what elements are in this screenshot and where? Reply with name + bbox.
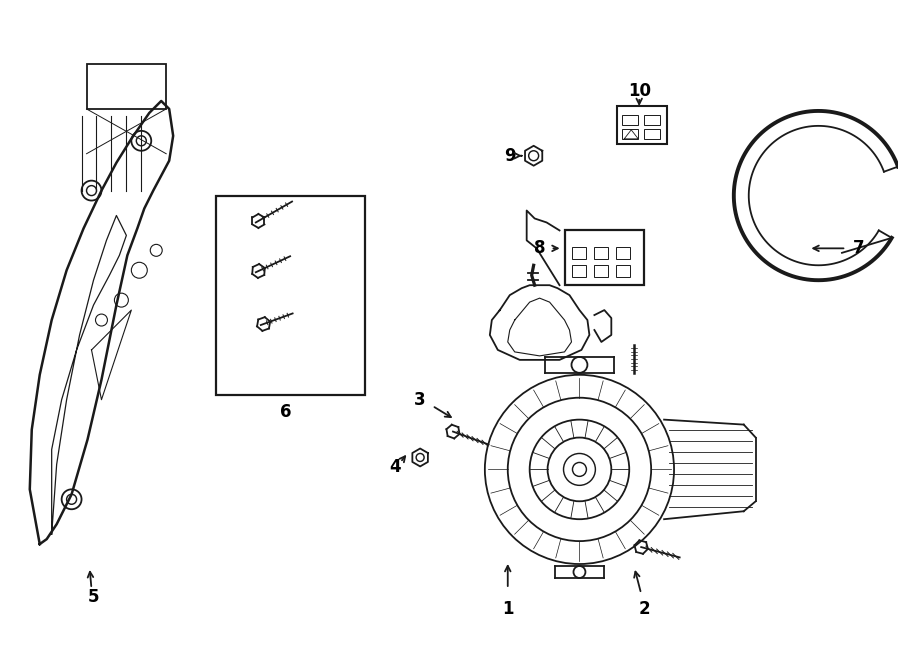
Bar xyxy=(594,265,608,277)
Text: 3: 3 xyxy=(414,391,426,408)
Bar xyxy=(622,129,638,139)
Text: 9: 9 xyxy=(504,147,516,165)
Text: 8: 8 xyxy=(534,239,545,257)
Bar xyxy=(216,196,365,395)
Bar xyxy=(564,231,644,285)
Bar xyxy=(572,247,587,259)
Bar xyxy=(622,115,638,125)
Bar xyxy=(572,265,587,277)
Bar xyxy=(644,115,660,125)
Text: 7: 7 xyxy=(852,239,864,257)
Text: 5: 5 xyxy=(88,588,99,606)
Bar xyxy=(617,106,667,144)
Bar xyxy=(644,129,660,139)
Bar xyxy=(86,64,166,109)
Text: 2: 2 xyxy=(638,600,650,618)
Text: 1: 1 xyxy=(502,600,514,618)
Text: 10: 10 xyxy=(627,82,651,100)
Text: 6: 6 xyxy=(280,403,292,420)
Bar xyxy=(616,247,630,259)
Text: 4: 4 xyxy=(390,459,401,477)
Bar xyxy=(616,265,630,277)
Bar xyxy=(594,247,608,259)
